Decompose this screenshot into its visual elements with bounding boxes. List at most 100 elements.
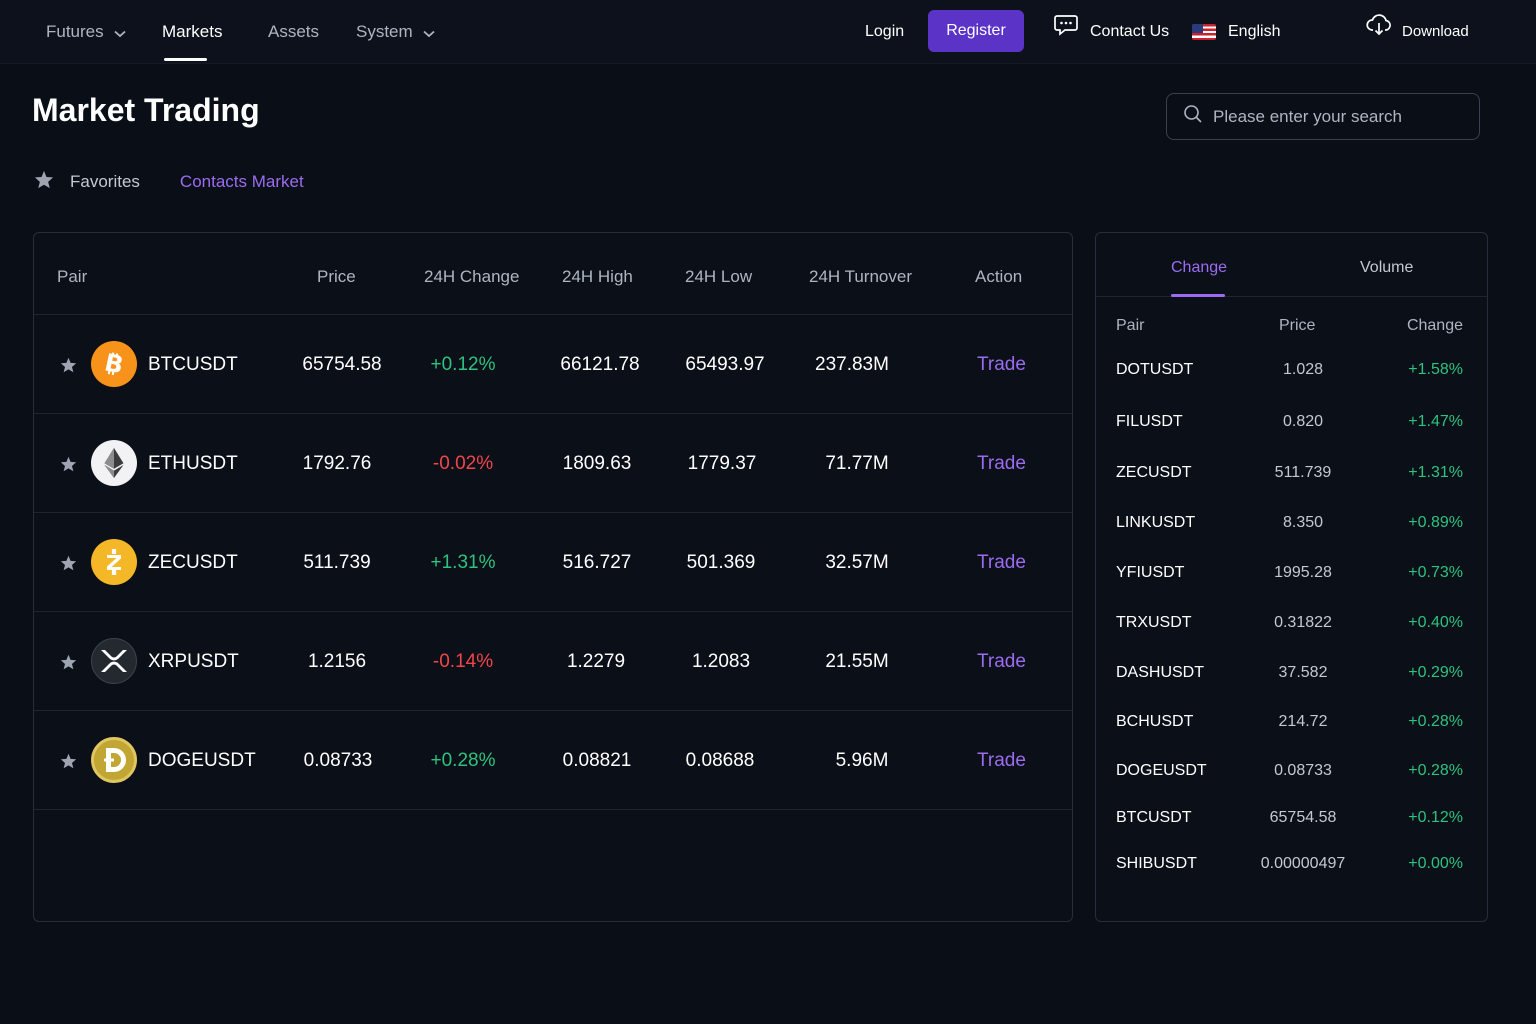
- column-header-price: Price: [1279, 317, 1316, 334]
- pair-name: XRPUSDT: [148, 651, 239, 672]
- pair-name: SHIBUSDT: [1116, 855, 1197, 872]
- login-link[interactable]: Login: [865, 23, 905, 40]
- list-item[interactable]: YFIUSDT 1995.28 +0.73%: [1096, 558, 1487, 588]
- turnover-value: 21.55M: [825, 651, 889, 672]
- high-value: 516.727: [562, 552, 632, 573]
- low-value: 0.08688: [685, 750, 755, 771]
- list-item[interactable]: LINKUSDT 8.350 +0.89%: [1096, 508, 1487, 538]
- nav-item-assets[interactable]: Assets: [268, 0, 319, 64]
- change-value: -0.02%: [432, 453, 494, 474]
- pair-name: ETHUSDT: [148, 453, 238, 474]
- column-header-24h-change: 24H Change: [424, 267, 520, 286]
- list-item[interactable]: BCHUSDT 214.72 +0.28%: [1096, 707, 1487, 737]
- search-input[interactable]: [1213, 106, 1473, 127]
- high-value: 1.2279: [566, 651, 626, 672]
- price-value: 0.00000497: [1260, 855, 1346, 872]
- price-value: 1.028: [1282, 361, 1324, 378]
- list-item[interactable]: TRXUSDT 0.31822 +0.40%: [1096, 608, 1487, 638]
- tab-contacts-market[interactable]: Contacts Market: [179, 172, 304, 191]
- price-value: 65754.58: [1269, 809, 1337, 826]
- download-link[interactable]: Download: [1366, 0, 1469, 64]
- nav-item-futures[interactable]: Futures: [46, 0, 126, 64]
- favorite-star-icon[interactable]: [60, 513, 77, 612]
- list-item[interactable]: ZECUSDT 511.739 +1.31%: [1096, 458, 1487, 488]
- turnover-value: 32.57M: [825, 552, 889, 573]
- list-item[interactable]: SHIBUSDT 0.00000497 +0.00%: [1096, 849, 1487, 879]
- register-button[interactable]: Register: [928, 10, 1024, 52]
- svg-text:B: B: [102, 349, 126, 379]
- table-row[interactable]: XRPUSDT 1.2156 -0.14% 1.2279 1.2083 21.5…: [34, 612, 1072, 711]
- ranking-tabs: Change Volume: [1096, 233, 1487, 297]
- nav-item-markets[interactable]: Markets: [162, 0, 222, 64]
- pair-name: TRXUSDT: [1116, 614, 1192, 631]
- column-header-price: Price: [317, 267, 356, 286]
- favorite-star-icon[interactable]: [60, 315, 77, 414]
- table-row[interactable]: ETHUSDT 1792.76 -0.02% 1809.63 1779.37 7…: [34, 414, 1072, 513]
- list-item[interactable]: DASHUSDT 37.582 +0.29%: [1096, 658, 1487, 688]
- pair-name: ZECUSDT: [1116, 464, 1192, 481]
- price-value: 1.2156: [307, 651, 367, 672]
- price-value: 37.582: [1278, 664, 1328, 681]
- trade-link[interactable]: Trade: [977, 453, 1026, 474]
- change-value: +0.28%: [1408, 713, 1463, 730]
- nav-item-label: Assets: [268, 22, 320, 41]
- column-header-24h-high: 24H High: [562, 267, 633, 286]
- table-row[interactable]: ZECUSDT 511.739 +1.31% 516.727 501.369 3…: [34, 513, 1072, 612]
- favorite-star-icon[interactable]: [60, 414, 77, 513]
- page-title: Market Trading: [32, 92, 260, 128]
- price-value: 0.820: [1282, 413, 1324, 430]
- trade-link[interactable]: Trade: [977, 354, 1026, 375]
- list-item[interactable]: FILUSDT 0.820 +1.47%: [1096, 407, 1487, 437]
- low-value: 1779.37: [687, 453, 757, 474]
- change-value: +0.73%: [1408, 564, 1463, 581]
- tab-favorites[interactable]: Favorites: [34, 170, 140, 194]
- price-value: 65754.58: [302, 354, 382, 375]
- turnover-value: 71.77M: [825, 453, 889, 474]
- contact-us-link[interactable]: Contact Us: [1054, 0, 1169, 64]
- nav-item-label: Markets: [162, 22, 223, 41]
- pair-name: BTCUSDT: [148, 354, 238, 375]
- turnover-value: 5.96M: [835, 750, 889, 771]
- pair-name: DOGEUSDT: [148, 750, 256, 771]
- pair-name: DOGEUSDT: [1116, 762, 1207, 779]
- column-header-24h-low: 24H Low: [685, 267, 753, 286]
- column-header-action: Action: [975, 267, 1023, 286]
- trade-link[interactable]: Trade: [977, 552, 1026, 573]
- search-box[interactable]: [1166, 93, 1480, 140]
- list-item[interactable]: DOTUSDT 1.028 +1.58%: [1096, 355, 1487, 385]
- high-value: 66121.78: [560, 354, 640, 375]
- price-value: 511.739: [1274, 464, 1332, 481]
- table-row[interactable]: DOGEUSDT 0.08733 +0.28% 0.08821 0.08688 …: [34, 711, 1072, 810]
- price-value: 1995.28: [1274, 564, 1332, 581]
- list-item[interactable]: DOGEUSDT 0.08733 +0.28%: [1096, 756, 1487, 786]
- nav-item-label: Futures: [46, 22, 104, 41]
- table-row[interactable]: B BTCUSDT 65754.58 +0.12% 66121.78 65493…: [34, 315, 1072, 414]
- language-selector[interactable]: English: [1192, 0, 1280, 64]
- tab-volume[interactable]: Volume: [1360, 259, 1414, 276]
- price-value: 511.739: [303, 552, 371, 573]
- change-value: +0.89%: [1408, 514, 1463, 531]
- pair-name: LINKUSDT: [1116, 514, 1196, 531]
- change-value: +0.12%: [430, 354, 496, 375]
- change-value: +1.31%: [430, 552, 496, 573]
- trade-link[interactable]: Trade: [977, 750, 1026, 771]
- active-tab-indicator: [1171, 294, 1225, 297]
- pair-name: BTCUSDT: [1116, 809, 1192, 826]
- trade-link[interactable]: Trade: [977, 651, 1026, 672]
- change-value: +1.31%: [1408, 464, 1463, 481]
- column-header-change: Change: [1406, 317, 1463, 334]
- table-header: Pair Price 24H Change 24H High 24H Low 2…: [34, 233, 1072, 315]
- tab-change[interactable]: Change: [1171, 259, 1228, 276]
- nav-item-system[interactable]: System: [356, 0, 435, 64]
- high-value: 1809.63: [562, 453, 632, 474]
- pair-name: DASHUSDT: [1116, 664, 1205, 681]
- download-label: Download: [1402, 23, 1469, 40]
- list-item[interactable]: BTCUSDT 65754.58 +0.12%: [1096, 803, 1487, 833]
- change-value: +0.29%: [1408, 664, 1463, 681]
- change-value: +0.40%: [1408, 614, 1463, 631]
- favorite-star-icon[interactable]: [60, 612, 77, 711]
- top-nav: Futures Markets Assets System Login Regi…: [0, 0, 1536, 64]
- tab-favorites-label: Favorites: [70, 172, 140, 191]
- price-value: 0.08733: [303, 750, 373, 771]
- favorite-star-icon[interactable]: [60, 711, 77, 810]
